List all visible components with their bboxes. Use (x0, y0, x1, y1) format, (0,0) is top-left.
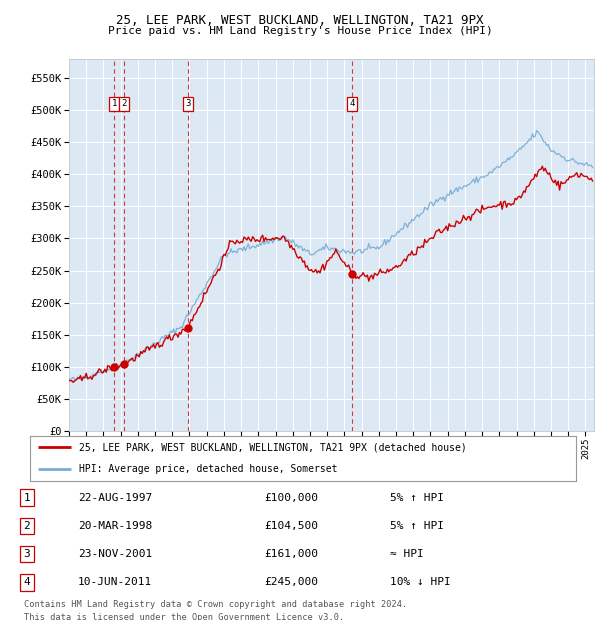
Text: 20-MAR-1998: 20-MAR-1998 (78, 521, 152, 531)
Text: 3: 3 (185, 99, 190, 108)
Text: £100,000: £100,000 (264, 493, 318, 503)
Text: 1: 1 (112, 99, 117, 108)
Text: 10-JUN-2011: 10-JUN-2011 (78, 577, 152, 587)
Text: ≈ HPI: ≈ HPI (390, 549, 424, 559)
Text: 25, LEE PARK, WEST BUCKLAND, WELLINGTON, TA21 9PX: 25, LEE PARK, WEST BUCKLAND, WELLINGTON,… (116, 14, 484, 27)
Text: Contains HM Land Registry data © Crown copyright and database right 2024.: Contains HM Land Registry data © Crown c… (24, 600, 407, 609)
Text: 25, LEE PARK, WEST BUCKLAND, WELLINGTON, TA21 9PX (detached house): 25, LEE PARK, WEST BUCKLAND, WELLINGTON,… (79, 443, 467, 453)
Text: 2: 2 (122, 99, 127, 108)
Text: Price paid vs. HM Land Registry's House Price Index (HPI): Price paid vs. HM Land Registry's House … (107, 26, 493, 36)
Text: £104,500: £104,500 (264, 521, 318, 531)
Text: 4: 4 (23, 577, 31, 587)
Text: £161,000: £161,000 (264, 549, 318, 559)
Text: 4: 4 (349, 99, 355, 108)
Text: 2: 2 (23, 521, 31, 531)
Text: 5% ↑ HPI: 5% ↑ HPI (390, 493, 444, 503)
Text: 22-AUG-1997: 22-AUG-1997 (78, 493, 152, 503)
Text: 5% ↑ HPI: 5% ↑ HPI (390, 521, 444, 531)
Text: £245,000: £245,000 (264, 577, 318, 587)
Text: HPI: Average price, detached house, Somerset: HPI: Average price, detached house, Some… (79, 464, 338, 474)
Text: 3: 3 (23, 549, 31, 559)
Text: 10% ↓ HPI: 10% ↓ HPI (390, 577, 451, 587)
Text: 1: 1 (23, 493, 31, 503)
Text: 23-NOV-2001: 23-NOV-2001 (78, 549, 152, 559)
Text: This data is licensed under the Open Government Licence v3.0.: This data is licensed under the Open Gov… (24, 613, 344, 620)
